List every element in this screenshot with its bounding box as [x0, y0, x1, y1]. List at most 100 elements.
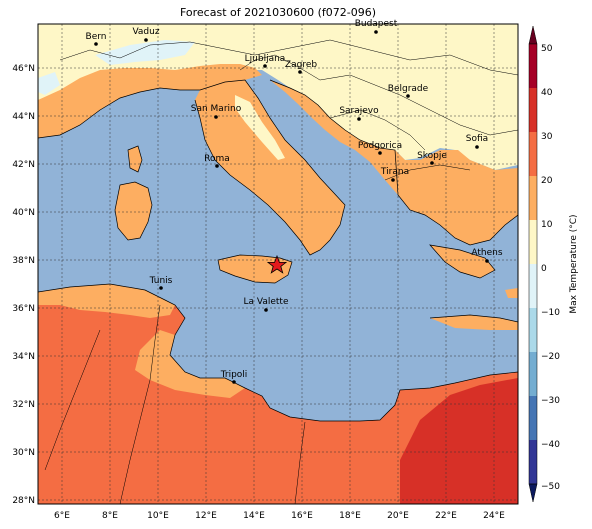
- city-label-vaduz: Vaduz: [132, 27, 159, 37]
- colorbar-tick: 20: [541, 176, 553, 186]
- lon-label: 8°E: [102, 511, 118, 521]
- colorbar-band: [529, 352, 537, 396]
- red-star-marker: [266, 254, 288, 274]
- city-dot: [144, 38, 148, 42]
- city-labels: Bern Vaduz Budapest Ljubljana Zagreb Bel…: [86, 19, 503, 380]
- colorbar-band: [529, 264, 537, 308]
- libya-coast-mild-zone: [135, 330, 245, 398]
- colorbar-tick: 40: [541, 88, 553, 98]
- colorbar-tick: −50: [541, 482, 560, 492]
- lat-label: 28°N: [12, 496, 35, 506]
- lon-label: 16°E: [291, 511, 313, 521]
- sardinia: [115, 182, 152, 240]
- lon-label: 20°E: [387, 511, 409, 521]
- crete: [430, 315, 518, 330]
- city-dot: [159, 286, 163, 290]
- colorbar-band: [529, 220, 537, 264]
- lat-label: 34°N: [12, 352, 35, 362]
- city-label-podgorica: Podgorica: [358, 141, 402, 151]
- italy-peninsula: [195, 80, 345, 255]
- colorbar-band: [529, 396, 537, 440]
- city-markers: [94, 30, 489, 384]
- colorbar-label: Max Temperature (°C): [569, 214, 579, 313]
- city-dot: [406, 94, 410, 98]
- alps-snow-west: [38, 72, 60, 95]
- aegean-island: [505, 288, 518, 298]
- lat-axis-labels: 46°N 44°N 42°N 40°N 38°N 36°N 34°N 32°N …: [12, 64, 35, 506]
- lat-label: 38°N: [12, 256, 35, 266]
- colorbar-tick: 30: [541, 132, 553, 142]
- city-label-tirana: Tirana: [380, 167, 409, 177]
- lon-label: 14°E: [243, 511, 265, 521]
- colorbar-tick: 0: [541, 264, 547, 274]
- city-dot: [391, 178, 395, 182]
- lat-label: 40°N: [12, 208, 35, 218]
- city-label-sarajevo: Sarajevo: [339, 106, 379, 116]
- colorbar-band: [529, 44, 537, 88]
- city-dot: [264, 308, 268, 312]
- city-label-tripoli: Tripoli: [220, 370, 248, 380]
- colorbar-band: [529, 440, 537, 484]
- colorbar-ticks: 50 40 30 20 10 0 −10 −20 −30 −40 −50: [541, 44, 560, 492]
- city-dot: [378, 151, 382, 155]
- colorbar-band: [529, 176, 537, 220]
- lon-label: 10°E: [147, 511, 169, 521]
- map-title: Forecast of 2021030600 (f072-096): [179, 6, 377, 19]
- city-label-tunis: Tunis: [149, 276, 173, 286]
- gridlines: [38, 24, 518, 504]
- colorbar-frame: [528, 43, 538, 485]
- city-label-budapest: Budapest: [355, 19, 398, 29]
- lat-label: 32°N: [12, 400, 35, 410]
- colorbar-band: [529, 132, 537, 176]
- lon-label: 18°E: [339, 511, 361, 521]
- lat-label: 46°N: [12, 64, 35, 74]
- city-dot: [232, 380, 236, 384]
- alps-snow: [95, 40, 195, 65]
- lon-label: 22°E: [435, 511, 457, 521]
- city-label-san-marino: San Marino: [191, 104, 242, 114]
- colorbar-tick: −30: [541, 396, 560, 406]
- city-label-ljubljana: Ljubljana: [245, 54, 286, 64]
- city-label-zagreb: Zagreb: [285, 60, 317, 70]
- coastlines: [38, 39, 518, 504]
- lat-label: 42°N: [12, 160, 35, 170]
- lon-label: 12°E: [195, 511, 217, 521]
- colorbar-tick: 50: [541, 44, 553, 54]
- lon-label: 6°E: [54, 511, 70, 521]
- city-label-la-valette: La Valette: [244, 297, 289, 307]
- city-dot: [94, 42, 98, 46]
- city-label-athens: Athens: [471, 248, 502, 258]
- colorbar-extend-top: [528, 25, 538, 45]
- colorbar: [528, 25, 538, 503]
- city-label-belgrade: Belgrade: [388, 84, 429, 94]
- city-label-skopje: Skopje: [417, 151, 447, 161]
- city-dot: [430, 161, 434, 165]
- corsica: [128, 146, 142, 172]
- colorbar-tick: −10: [541, 308, 560, 318]
- colorbar-tick: −40: [541, 440, 560, 450]
- lon-label: 24°E: [483, 511, 505, 521]
- colorbar-band: [529, 88, 537, 132]
- city-dot: [215, 164, 219, 168]
- balkan-coast-warm: [270, 80, 518, 245]
- apennines-cool: [235, 95, 285, 160]
- city-label-bern: Bern: [86, 32, 107, 42]
- city-dot: [475, 145, 479, 149]
- city-dot: [263, 64, 267, 68]
- tunisia-mild-zone: [38, 284, 175, 318]
- colorbar-tick: 10: [541, 220, 553, 230]
- lat-label: 30°N: [12, 448, 35, 458]
- city-label-roma: Roma: [204, 154, 230, 164]
- po-valley-warm: [38, 64, 262, 138]
- lat-label: 44°N: [12, 112, 35, 122]
- city-dot: [374, 30, 378, 34]
- lon-axis-labels: 6°E 8°E 10°E 12°E 14°E 16°E 18°E 20°E 22…: [54, 511, 505, 521]
- colorbar-extend-bottom: [528, 483, 538, 503]
- lat-label: 36°N: [12, 304, 35, 314]
- colorbar-band: [529, 308, 537, 352]
- city-dot: [485, 259, 489, 263]
- city-dot: [214, 115, 218, 119]
- city-dot: [298, 70, 302, 74]
- city-dot: [357, 117, 361, 121]
